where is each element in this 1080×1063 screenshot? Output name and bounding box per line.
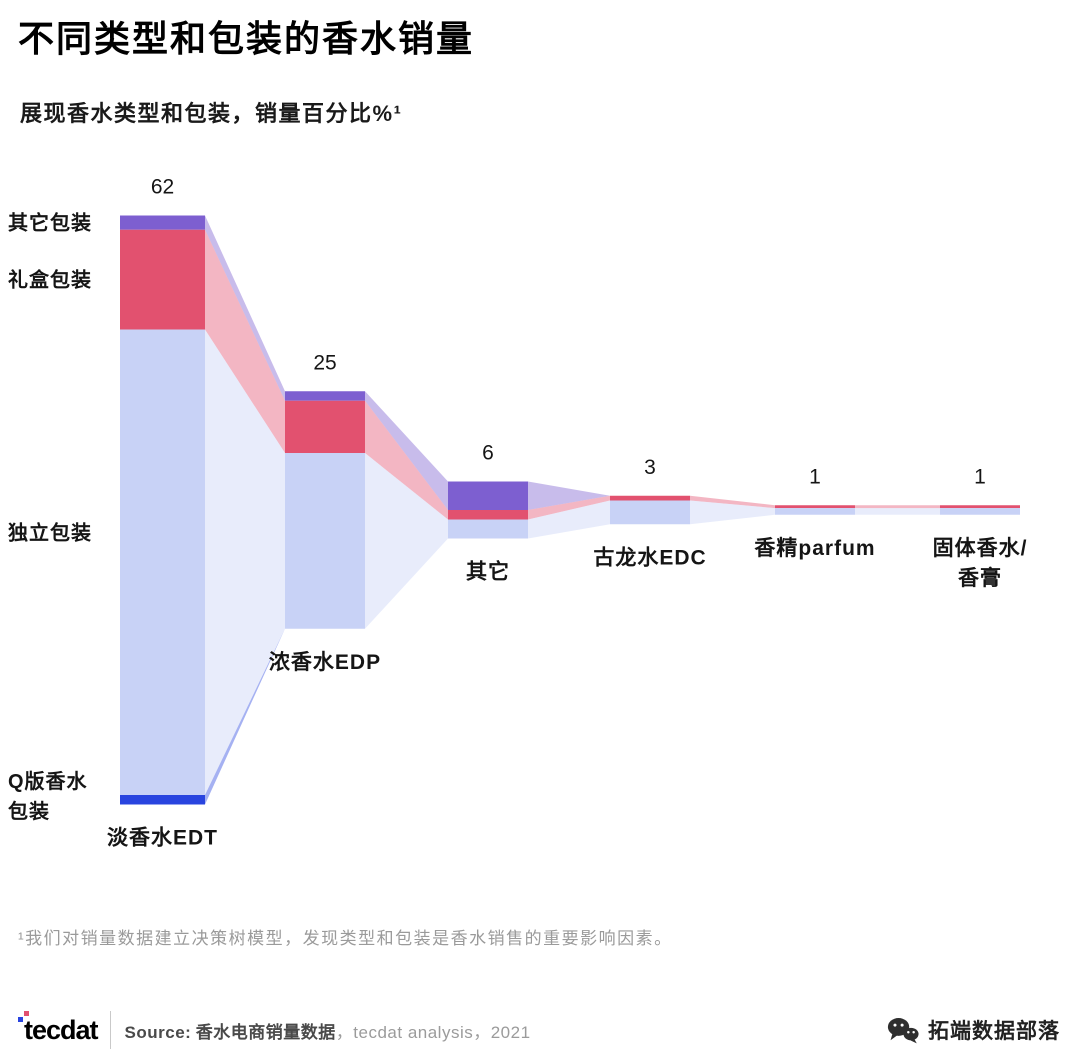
wechat-account-name: 拓端数据部落	[928, 1020, 1060, 1043]
value-label: 6	[482, 442, 494, 465]
flow-ribbon	[855, 508, 940, 515]
flow-ribbon	[205, 329, 285, 795]
category-label: 其它	[466, 560, 510, 584]
tecdat-logo: tecdat	[18, 1010, 99, 1046]
segment-label: 其它包装	[8, 211, 92, 235]
value-label: 62	[151, 176, 174, 199]
flow-ribbon	[205, 229, 285, 453]
bar-segment	[448, 510, 528, 520]
value-label: 25	[313, 351, 336, 374]
bar-segment	[775, 505, 855, 509]
bar-segment	[775, 508, 855, 515]
footer: tecdat Source: 香水电商销量数据，tecdat analysis，…	[18, 1002, 1064, 1058]
category-label: 淡香水EDT	[107, 827, 218, 850]
flow-ribbon	[365, 400, 448, 520]
tecdat-logo-text: tecdat	[24, 1014, 99, 1045]
value-label: 1	[809, 465, 821, 488]
bar-segment	[120, 795, 205, 805]
wechat-badge: 拓端数据部落	[887, 1015, 1064, 1045]
value-label: 3	[644, 456, 656, 479]
category-label: 古龙水EDC	[593, 545, 706, 569]
flow-ribbon	[528, 495, 610, 520]
flow-ribbon	[690, 500, 775, 525]
category-label: 香精parfum	[754, 536, 875, 560]
segment-label: 独立包装	[8, 520, 92, 544]
category-label: 香膏	[958, 566, 1002, 590]
source-label: Source:	[124, 1022, 192, 1042]
footnote: ¹我们对销量数据建立决策树模型，发现类型和包装是香水销售的重要影响因素。	[18, 929, 673, 948]
flow-ribbon	[365, 453, 448, 629]
logo-dot-red	[24, 1010, 29, 1016]
bar-segment	[448, 519, 528, 539]
bar-segment	[448, 481, 528, 510]
source-dataset: 香水电商销量数据	[195, 1022, 336, 1042]
flow-ribbon	[690, 495, 775, 509]
flow-ribbon	[528, 500, 610, 539]
footer-divider	[109, 1011, 111, 1049]
value-label: 1	[974, 465, 986, 488]
flow-ribbon	[528, 481, 610, 510]
wechat-icon	[887, 1017, 919, 1043]
bar-segment	[120, 215, 205, 230]
bar-segment	[285, 453, 365, 629]
bar-segment	[120, 329, 205, 795]
segment-label: 礼盒包装	[8, 268, 92, 292]
bar-segment	[610, 495, 690, 501]
category-label: 浓香水EDP	[269, 651, 381, 674]
bar-segment	[285, 391, 365, 401]
flow-ribbon	[365, 391, 448, 510]
logo-dot-blue	[18, 1016, 23, 1022]
page-title: 不同类型和包装的香水销量	[18, 18, 475, 59]
bar-segment	[940, 505, 1020, 509]
segment-label: Q版香水	[8, 769, 88, 793]
bar-segment	[285, 400, 365, 453]
flow-ribbon	[205, 215, 285, 401]
bar-segment	[120, 229, 205, 330]
bar-segment	[940, 508, 1020, 515]
chart-subtitle: 展现香水类型和包装，销量百分比%¹	[20, 101, 403, 126]
category-label: 固体香水/	[933, 537, 1028, 560]
segment-label: 包装	[8, 799, 50, 823]
flow-ribbon	[205, 628, 285, 805]
flow-ribbon	[855, 505, 940, 509]
bar-segment	[610, 500, 690, 525]
source-rest: ，tecdat analysis，2021	[335, 1022, 531, 1042]
